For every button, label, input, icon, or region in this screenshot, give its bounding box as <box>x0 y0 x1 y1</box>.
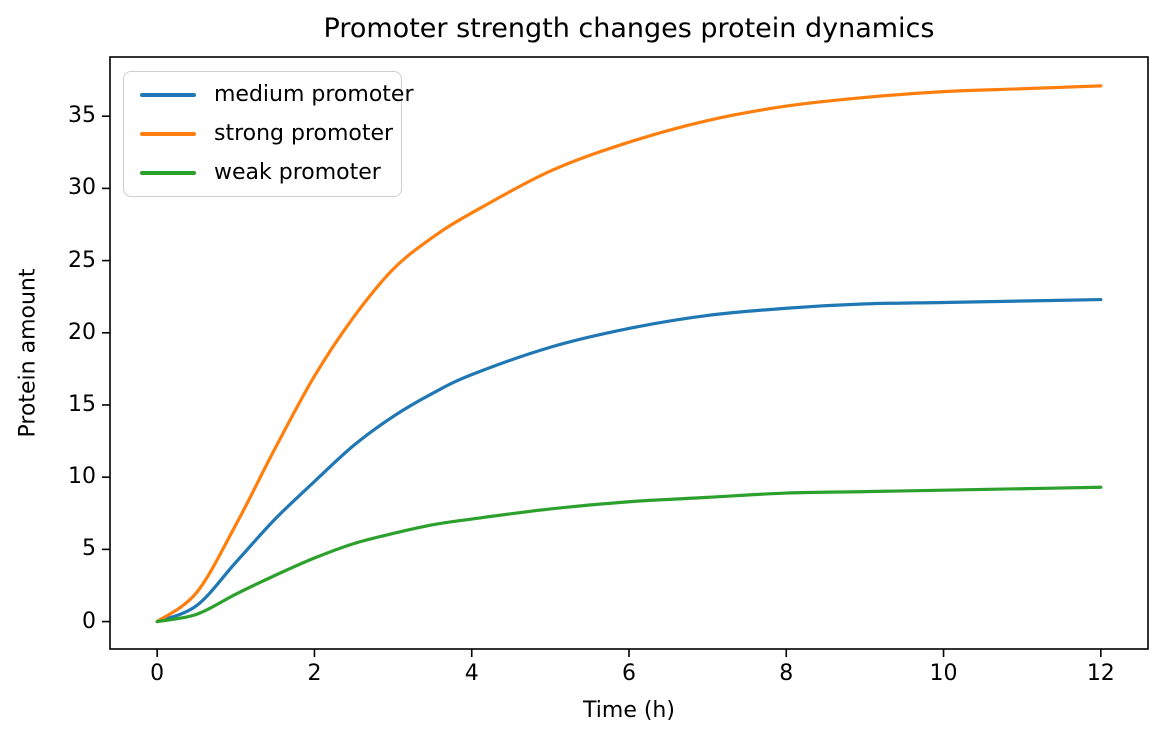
y-tick-label: 25 <box>68 247 96 273</box>
medium-promoter-line-swatch <box>140 93 196 97</box>
legend-label: medium promoter <box>214 82 414 107</box>
legend-label: weak promoter <box>214 160 381 185</box>
x-tick-label: 4 <box>464 661 479 686</box>
y-tick-label: 5 <box>82 536 96 562</box>
legend-label: strong promoter <box>214 121 394 146</box>
x-tick-label: 10 <box>929 661 958 686</box>
chart-title: Promoter strength changes protein dynami… <box>323 13 935 44</box>
x-tick-label: 12 <box>1086 661 1115 686</box>
x-tick-label: 8 <box>779 661 794 686</box>
legend-item-medium-promoter: medium promoter <box>140 81 414 109</box>
series-line-weak-promoter <box>155 485 1103 624</box>
x-tick-label: 6 <box>622 661 636 686</box>
y-tick-label: 0 <box>82 608 96 634</box>
series-line-medium-promoter <box>155 297 1103 624</box>
y-tick-label: 35 <box>68 103 96 129</box>
y-tick-label: 30 <box>68 175 96 201</box>
series-line-strong-promoter <box>155 84 1103 624</box>
weak-promoter-line-swatch <box>140 171 196 175</box>
x-tick-label: 0 <box>150 661 165 686</box>
y-tick-label: 15 <box>68 391 96 417</box>
legend-item-weak-promoter: weak promoter <box>140 159 385 187</box>
x-axis-label: Time (h) <box>583 698 675 723</box>
y-tick-label: 20 <box>68 319 96 345</box>
strong-promoter-line-swatch <box>140 132 196 136</box>
legend: medium promoter strong promoter weak pro… <box>123 71 414 197</box>
y-tick-label: 10 <box>68 464 96 490</box>
x-tick-label: 2 <box>307 661 322 686</box>
legend-item-strong-promoter: strong promoter <box>140 120 393 148</box>
